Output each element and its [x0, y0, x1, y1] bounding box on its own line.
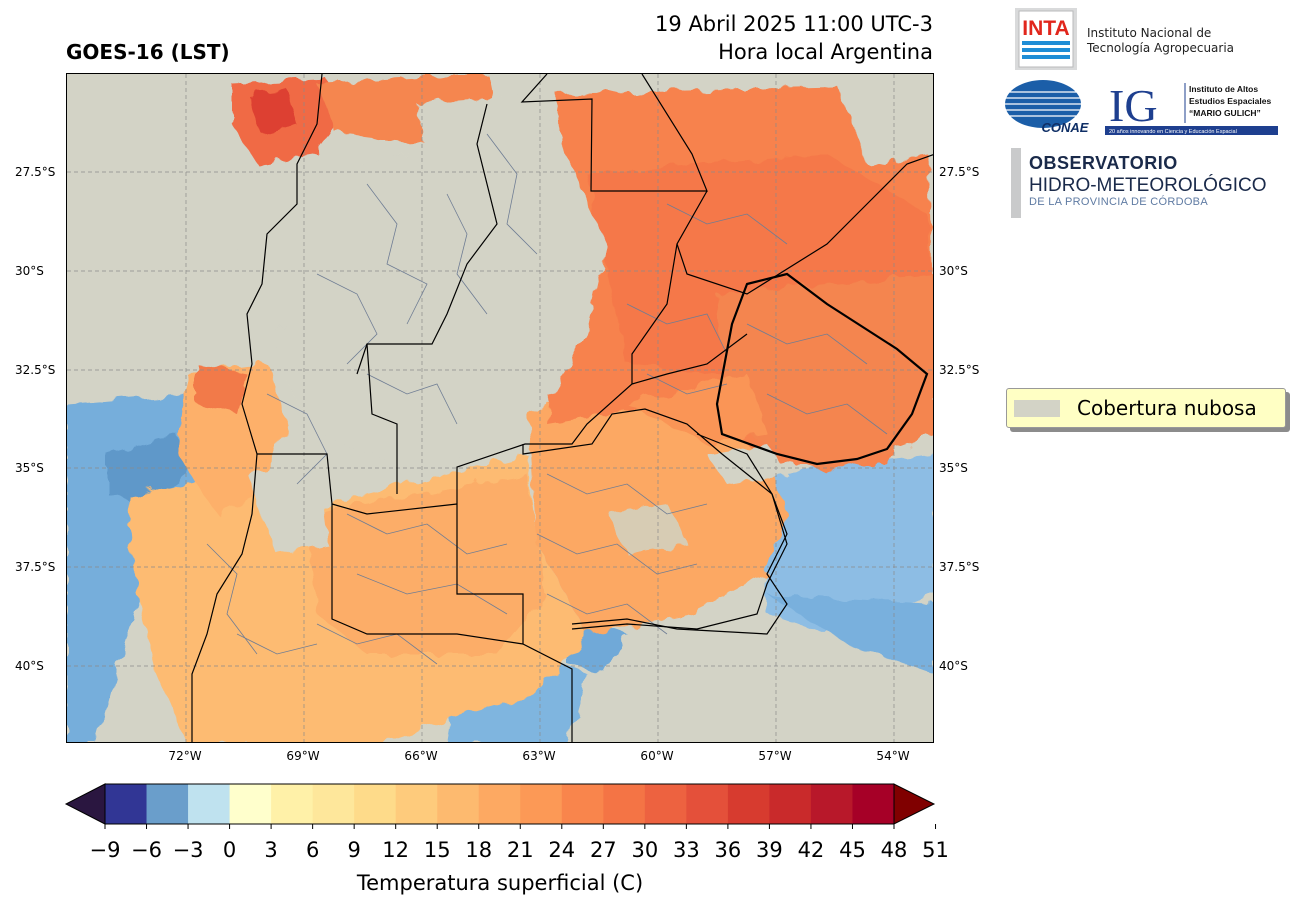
colorbar-tick-label: −6	[131, 838, 162, 862]
colorbar-segment	[769, 784, 812, 824]
colorbar-tick-label: 39	[756, 838, 783, 862]
colorbar-segment	[312, 784, 355, 824]
colorbar-over-arrow	[893, 783, 936, 825]
observatorio-province: DE LA PROVINCIA DE CÓRDOBA	[1029, 196, 1208, 208]
colorbar-frame	[104, 783, 895, 825]
svg-text:Instituto de Altos: Instituto de Altos	[1189, 84, 1258, 94]
colorbar-tick-label: 18	[465, 838, 493, 862]
lat-label-right: 35°S	[939, 461, 968, 475]
colorbar-tick-label: 0	[222, 838, 237, 862]
colorbar-segment	[105, 784, 148, 824]
colorbar-segment	[354, 784, 397, 824]
lat-label-left: 37.5°S	[15, 560, 56, 574]
conae-mark: CONAE	[1042, 120, 1089, 135]
lon-label: 72°W	[168, 749, 202, 763]
lon-label: 66°W	[404, 749, 438, 763]
colorbar-tick-label: 27	[589, 838, 617, 862]
uruguay-border	[715, 272, 929, 466]
date-time-label: 19 Abril 2025 11:00 UTC-3	[655, 12, 933, 36]
colorbar-segment	[478, 784, 521, 824]
lat-label-left: 30°S	[15, 264, 44, 278]
colorbar-tick-label: 42	[797, 838, 825, 862]
lat-label-right: 30°S	[939, 264, 968, 278]
colorbar-tick-label: 21	[506, 838, 534, 862]
cloud-cover-legend: Cobertura nubosa	[1006, 388, 1286, 428]
ig-logo: IG Instituto de Altos Estudios Espaciale…	[1105, 77, 1278, 135]
lon-label: 54°W	[876, 749, 910, 763]
svg-text:“MARIO GULICH”: “MARIO GULICH”	[1189, 108, 1261, 118]
colorbar-label: Temperatura superficial (C)	[356, 871, 644, 895]
colorbar-segment	[520, 784, 563, 824]
lon-label: 69°W	[286, 749, 320, 763]
conae-logo: CONAE	[1003, 76, 1093, 136]
temperature-field	[67, 74, 933, 742]
coastline	[571, 433, 788, 630]
colorbar-tick-label: 9	[347, 838, 361, 862]
lat-label-right: 27.5°S	[939, 165, 980, 179]
colorbar-tick-label: 24	[548, 838, 576, 862]
graticule	[67, 74, 933, 742]
colorbar-segment	[395, 784, 438, 824]
colorbar-tick-label: 48	[880, 838, 908, 862]
colorbar-tick-label: 15	[423, 838, 451, 862]
svg-text:20 años innovando en Ciencia y: 20 años innovando en Ciencia y Educación…	[1109, 129, 1237, 135]
colorbar-tick-label: −3	[172, 838, 204, 862]
colorbar-tick-label: 3	[264, 838, 278, 862]
observatorio-logo-bar	[1011, 148, 1021, 218]
colorbar-segment	[727, 784, 770, 824]
inta-logo: INTA	[1015, 8, 1077, 70]
lat-label-left: 27.5°S	[15, 165, 56, 179]
svg-text:Estudios Espaciales: Estudios Espaciales	[1189, 96, 1271, 106]
lat-label-left: 32.5°S	[15, 363, 56, 377]
lat-label-right: 32.5°S	[939, 363, 980, 377]
colorbar-segment	[437, 784, 480, 824]
colorbar-segment	[852, 784, 895, 824]
colorbar-segment	[561, 784, 604, 824]
observatorio-title: OBSERVATORIO	[1029, 153, 1178, 173]
colorbar	[64, 783, 937, 829]
inta-mark: INTA	[1022, 17, 1069, 40]
province-boundaries	[191, 74, 933, 742]
colorbar-segment	[686, 784, 729, 824]
colorbar-segment	[644, 784, 687, 824]
colorbar-under-arrow	[64, 783, 106, 825]
ig-mark: IG	[1109, 80, 1158, 131]
colorbar-tick-label: 45	[839, 838, 866, 862]
inta-text: Instituto Nacional de Tecnología Agropec…	[1087, 26, 1235, 55]
legend-swatch	[1014, 400, 1060, 417]
observatorio-subtitle: HIDRO-METEOROLÓGICO	[1029, 175, 1267, 196]
lat-label-left: 35°S	[15, 461, 44, 475]
colorbar-tick-label: 6	[305, 838, 320, 862]
map-title: GOES-16 (LST)	[66, 40, 230, 64]
colorbar-segment	[229, 784, 272, 824]
colorbar-segment	[188, 784, 231, 824]
colorbar-segment	[146, 784, 189, 824]
temperature-map	[66, 73, 934, 743]
map-svg	[67, 74, 933, 742]
lon-label: 57°W	[758, 749, 792, 763]
lat-label-right: 37.5°S	[939, 560, 980, 574]
colorbar-tick-label: 12	[382, 838, 410, 862]
colorbar-segment	[810, 784, 853, 824]
department-boundaries	[206, 133, 888, 665]
lon-label: 63°W	[522, 749, 556, 763]
colorbar-tick-label: 51	[922, 838, 949, 862]
lat-label-right: 40°S	[939, 659, 968, 673]
colorbar-tick-label: 33	[672, 838, 700, 862]
colorbar-segment	[603, 784, 646, 824]
timezone-label: Hora local Argentina	[718, 40, 933, 64]
lat-label-left: 40°S	[15, 659, 44, 673]
colorbar-tick-label: 36	[714, 838, 742, 862]
lon-label: 60°W	[640, 749, 674, 763]
colorbar-segment	[271, 784, 314, 824]
colorbar-tick-label: 30	[631, 838, 659, 862]
legend-label: Cobertura nubosa	[1077, 396, 1257, 420]
colorbar-tick-label: −9	[89, 838, 121, 862]
